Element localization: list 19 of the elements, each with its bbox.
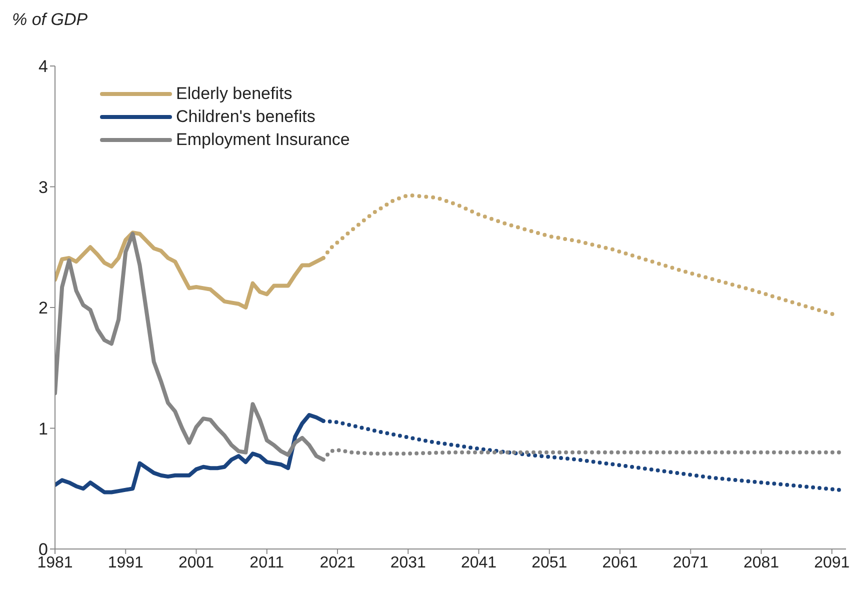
x-tick-label: 2041 bbox=[460, 554, 497, 572]
y-tick-label: 3 bbox=[38, 178, 48, 197]
x-tick-label: 2071 bbox=[672, 554, 709, 572]
x-tick-label: 2011 bbox=[250, 554, 284, 572]
legend-label: Employment Insurance bbox=[176, 130, 350, 150]
y-tick-label: 4 bbox=[38, 57, 48, 76]
legend-label: Elderly benefits bbox=[176, 84, 292, 104]
y-axis-title: % of GDP bbox=[12, 10, 88, 30]
x-tick-label: 2001 bbox=[178, 554, 214, 572]
y-tick-label: 2 bbox=[38, 298, 48, 318]
y-tick-label: 1 bbox=[38, 419, 48, 438]
x-tick-label: 2091 bbox=[814, 554, 850, 572]
x-tick-label: 2031 bbox=[390, 554, 426, 572]
x-tick-label: 2061 bbox=[602, 554, 638, 572]
x-tick-label: 2081 bbox=[743, 554, 780, 572]
x-tick-label: 2051 bbox=[532, 554, 568, 572]
legend-label: Children's benefits bbox=[176, 106, 316, 126]
x-tick-label: 2021 bbox=[320, 554, 356, 572]
x-tick-label: 1991 bbox=[108, 554, 144, 572]
